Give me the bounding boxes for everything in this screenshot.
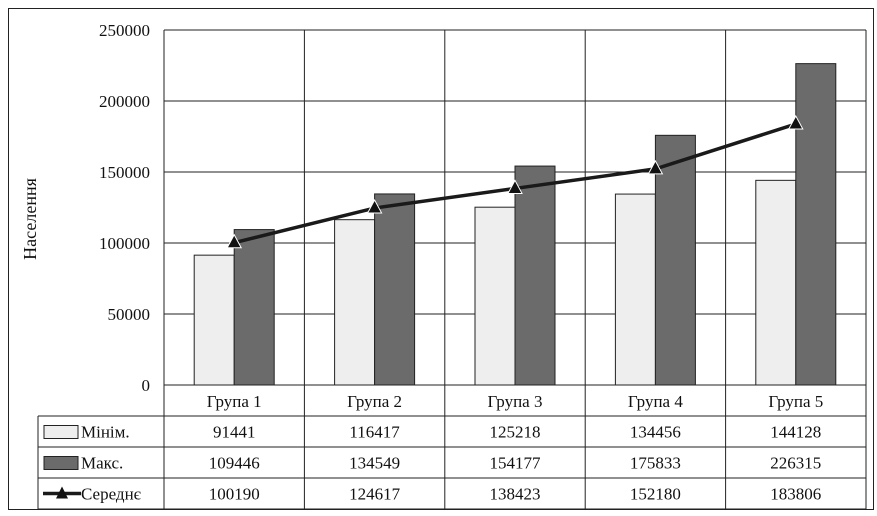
mean-point-marker bbox=[647, 159, 664, 175]
table-cell: 226315 bbox=[770, 454, 821, 473]
y-tick-label: 100000 bbox=[99, 234, 150, 253]
table-cell: 134549 bbox=[349, 454, 400, 473]
table-cell: 134456 bbox=[630, 423, 681, 442]
category-label: Група 5 bbox=[768, 392, 823, 411]
chart: Населення 0 50000 100000 150000 200000 250000… bbox=[20, 21, 867, 510]
table-cell: 125218 bbox=[490, 423, 541, 442]
table-cell: 109446 bbox=[209, 454, 260, 473]
table-cell: 152180 bbox=[630, 485, 681, 504]
bar-min bbox=[334, 219, 376, 386]
legend-label: Мінім. bbox=[81, 423, 130, 442]
category-label: Група 2 bbox=[347, 392, 402, 411]
bar-max bbox=[374, 193, 416, 386]
legend-key-mean-marker bbox=[56, 486, 68, 499]
bar-max bbox=[233, 229, 275, 386]
legend-key-max bbox=[43, 456, 79, 470]
y-tick-label: 150000 bbox=[99, 163, 150, 182]
mean-point-marker bbox=[226, 233, 243, 249]
data-table: Група 1 Група 2 Група 3 Група 4 Група 5 Мінім… bbox=[37, 384, 867, 510]
table-cell: 116417 bbox=[349, 423, 400, 442]
mean-line-series bbox=[226, 114, 804, 249]
table-cell: 175833 bbox=[630, 454, 681, 473]
y-axis-title: Населення bbox=[20, 178, 40, 260]
mean-point-marker bbox=[507, 179, 523, 194]
bar-min bbox=[755, 179, 797, 386]
table-cell: 138423 bbox=[490, 485, 541, 504]
y-tick-labels: 0 50000 100000 150000 200000 250000 bbox=[99, 21, 150, 395]
bars bbox=[193, 63, 837, 386]
bar-min bbox=[474, 206, 516, 386]
table-cell: 124617 bbox=[349, 485, 401, 504]
category-label: Група 4 bbox=[628, 392, 683, 411]
y-tick-label: 200000 bbox=[99, 92, 150, 111]
y-tick-label: 250000 bbox=[99, 21, 150, 40]
table-cell: 144128 bbox=[770, 423, 821, 442]
y-tick-label: 50000 bbox=[108, 305, 151, 324]
bar-max bbox=[654, 134, 696, 386]
category-label: Група 3 bbox=[488, 392, 543, 411]
category-label: Група 1 bbox=[207, 392, 262, 411]
table-cell: 100190 bbox=[209, 485, 260, 504]
gridlines bbox=[163, 29, 867, 386]
legend-label: Середнє bbox=[81, 485, 142, 504]
legend-key-min bbox=[43, 425, 79, 439]
mean-point-marker bbox=[366, 198, 383, 214]
table-cell: 183806 bbox=[770, 485, 821, 504]
bar-min bbox=[193, 254, 235, 386]
legend-label: Макс. bbox=[81, 454, 123, 473]
bar-min bbox=[614, 193, 656, 386]
mean-point-marker bbox=[787, 114, 804, 130]
bar-max bbox=[514, 165, 556, 386]
table-cell: 154177 bbox=[490, 454, 542, 473]
table-cell: 91441 bbox=[213, 423, 256, 442]
chart-frame: Населення 0 50000 100000 150000 200000 250000… bbox=[8, 8, 874, 510]
bar-max bbox=[795, 63, 837, 386]
y-tick-label: 0 bbox=[142, 376, 151, 395]
